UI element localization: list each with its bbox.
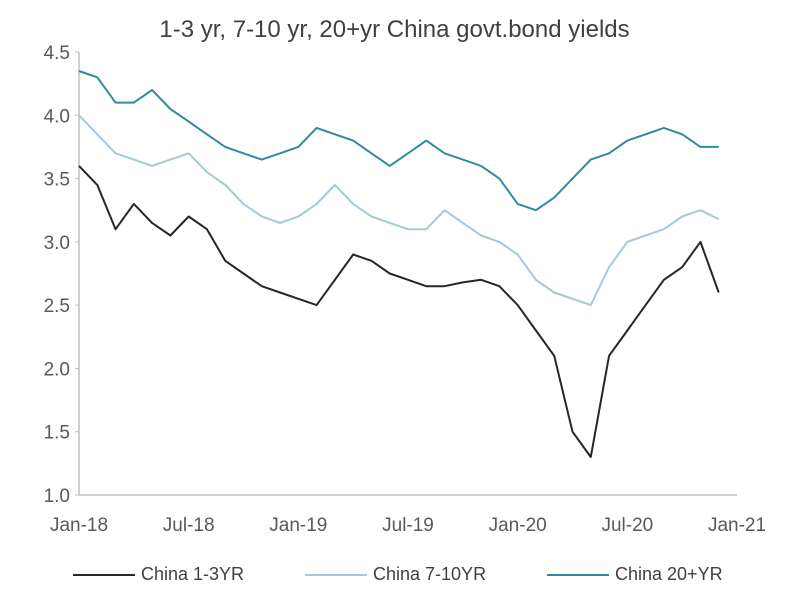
x-tick-label: Jul-20 bbox=[601, 515, 653, 536]
x-tick-label: Jul-18 bbox=[163, 515, 215, 536]
y-tick-label: 3.0 bbox=[44, 233, 70, 254]
x-tick-label: Jan-18 bbox=[50, 515, 108, 536]
legend-swatch bbox=[73, 573, 135, 576]
x-tick-label: Jan-21 bbox=[708, 515, 766, 536]
series-lines bbox=[78, 70, 720, 458]
y-tick-label: 2.0 bbox=[44, 359, 70, 380]
x-tick-labels: Jan-18 Jul-18 Jan-19 Jul-19 Jan-20 Jul-20 Jan-… bbox=[50, 515, 766, 536]
y-tick-label: 4.5 bbox=[44, 43, 70, 64]
legend-item: China 7-10YR bbox=[305, 564, 486, 585]
legend-item: China 1-3YR bbox=[73, 564, 244, 585]
x-tick-label: Jul-19 bbox=[382, 515, 434, 536]
y-tick-label: 2.5 bbox=[44, 296, 70, 317]
x-tick-label: Jan-19 bbox=[269, 515, 327, 536]
legend-label: China 20+YR bbox=[615, 564, 723, 584]
y-tick-label: 4.0 bbox=[44, 106, 70, 127]
legend-label: China 1-3YR bbox=[141, 564, 245, 584]
legend-swatch bbox=[547, 573, 609, 576]
y-tick-label: 3.5 bbox=[44, 170, 70, 191]
legend-item: China 20+YR bbox=[547, 564, 723, 585]
series-line-china-1-3yr bbox=[78, 165, 720, 458]
y-tick-label: 1.5 bbox=[44, 423, 70, 444]
y-tick-labels: 1.0 1.5 2.0 2.5 3.0 3.5 4.0 4.5 bbox=[44, 43, 79, 507]
chart-legend: China 1-3YR China 7-10YR China 20+YR bbox=[0, 564, 789, 588]
series-line-china-7-10yr bbox=[78, 114, 720, 307]
x-tick-label: Jan-20 bbox=[489, 515, 547, 536]
chart-title: 1-3 yr, 7-10 yr, 20+yr China govt.bond y… bbox=[159, 16, 630, 43]
series-line-china-20-yr bbox=[78, 70, 719, 212]
y-tick-label: 1.0 bbox=[44, 486, 70, 507]
legend-label: China 7-10YR bbox=[373, 564, 487, 584]
legend-swatch bbox=[305, 573, 367, 576]
